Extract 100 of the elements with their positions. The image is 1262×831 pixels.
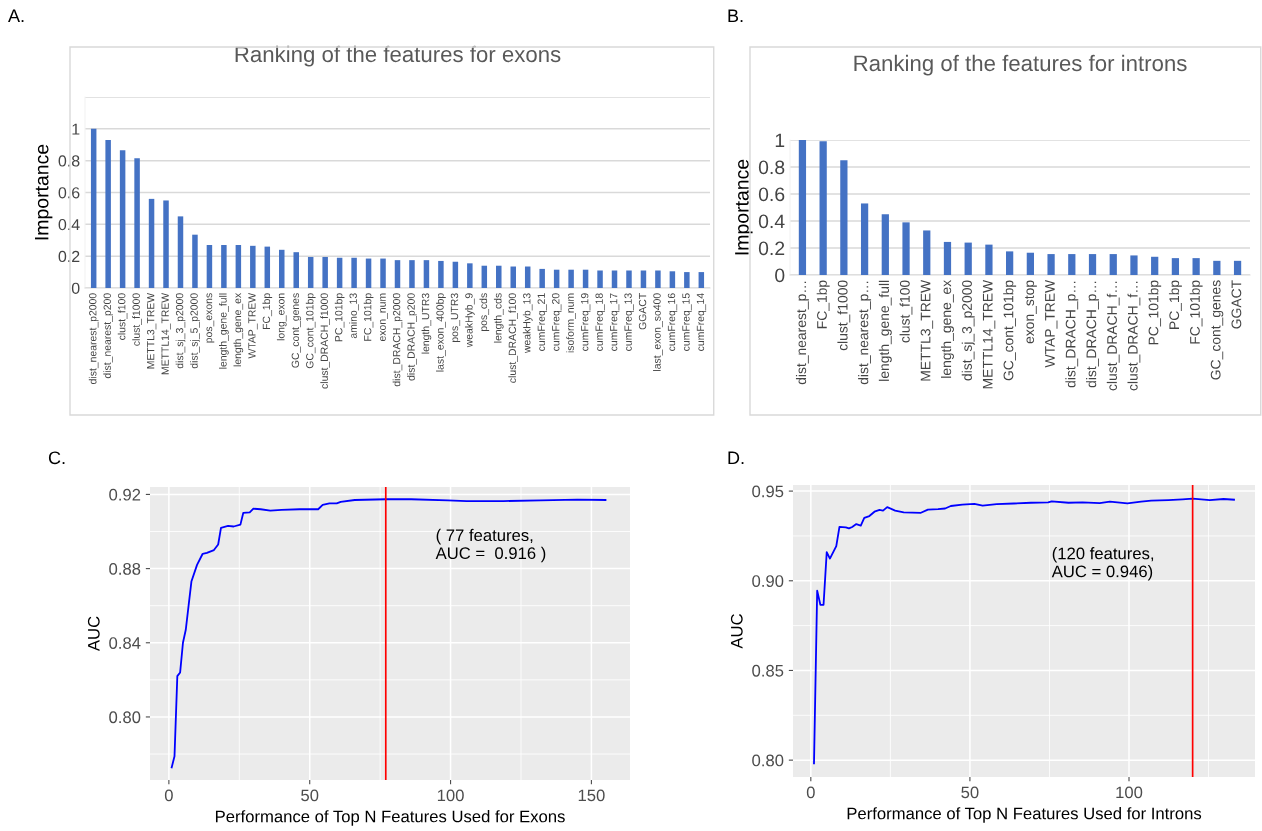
text: C.	[48, 451, 65, 465]
x-tick-label: 100	[1116, 786, 1143, 799]
bar	[539, 268, 545, 288]
bar	[380, 258, 386, 288]
x-tick-label: GC_cont_genes	[291, 293, 302, 368]
x-tick-label: cumFreq_19	[581, 293, 591, 351]
x-tick-label: dist_DRACH_p…	[1065, 281, 1079, 388]
x-tick-label: clust_DRACH_f100	[508, 293, 518, 383]
x-tick-label: exon_stop	[1024, 280, 1037, 344]
x-tick-label: clust_f100	[117, 293, 128, 340]
bar	[923, 230, 931, 275]
bar	[423, 260, 430, 288]
bar	[1151, 256, 1159, 275]
x-tick-label: 100	[437, 789, 464, 802]
x-tick-label: clust_f100	[899, 280, 913, 343]
x-tick-label: clust_DRACH_f…	[1127, 281, 1141, 391]
x-tick-label: length_gene_full	[219, 293, 229, 369]
chart-title: Ranking of the features for introns	[854, 54, 1187, 76]
bar	[819, 141, 827, 275]
y-tick-label: 1	[775, 133, 785, 148]
y-axis-title: Importance	[735, 159, 753, 255]
text: D.	[728, 451, 744, 464]
bar	[235, 245, 242, 288]
bar	[597, 270, 603, 288]
bar	[611, 270, 618, 288]
x-tick-label: WTAP_TREW	[248, 292, 258, 359]
x-tick-label: dist_sj_3_p2000	[961, 280, 975, 381]
x-axis-title: Performance of Top N Features Used for Introns	[847, 807, 1202, 823]
bar	[798, 140, 807, 275]
y-tick-label: 0.2	[758, 241, 785, 256]
x-tick-label: dist_DRACH_p…	[1086, 281, 1099, 388]
bar	[626, 270, 632, 288]
x-tick-label: FC_1bp	[816, 280, 830, 329]
bar	[964, 242, 972, 275]
text: A.	[8, 9, 24, 22]
bar	[1109, 254, 1117, 275]
x-tick-label: PC_101bp	[334, 293, 345, 342]
x-tick-label: weakHyb_13	[522, 293, 533, 354]
bar	[192, 234, 198, 288]
x-tick-label: METTL3_TREW	[146, 292, 157, 369]
bar	[307, 256, 314, 288]
x-tick-label: cumFreq_13	[624, 293, 634, 351]
bar	[985, 244, 993, 275]
y-tick-label: 0.88	[109, 563, 141, 575]
y-tick-label: 0.80	[752, 754, 784, 767]
bar	[279, 249, 285, 288]
x-tick-label: cumFreq_18	[595, 293, 605, 351]
x-tick-label: dist_nearest_p…	[795, 281, 809, 385]
bar	[293, 252, 299, 288]
y-tick-label: 0.8	[58, 155, 80, 167]
x-tick-label: long_exon	[276, 293, 287, 341]
bar	[1192, 258, 1200, 275]
bar	[365, 258, 372, 288]
x-tick-label: pos_exons	[206, 293, 215, 343]
x-tick-label: GC_cont_101bp	[305, 293, 316, 369]
y-tick-label: 0.80	[109, 711, 141, 724]
x-tick-label: dist_nearest_p2000	[88, 293, 99, 384]
bar	[206, 245, 213, 288]
x-tick-label: GC_cont_genes	[1210, 280, 1224, 380]
bar	[322, 256, 328, 288]
x-tick-label: 0	[164, 789, 173, 802]
bar	[1233, 260, 1242, 275]
bar	[1088, 254, 1097, 275]
bar	[119, 150, 126, 288]
x-tick-label: 50	[961, 786, 979, 799]
bar	[1068, 254, 1076, 275]
bar	[134, 158, 140, 288]
x-tick-label: clust_DRACH_f…	[1106, 281, 1120, 391]
x-tick-label: length_cds	[493, 293, 504, 343]
bar	[1130, 255, 1138, 275]
bar	[655, 270, 661, 288]
x-tick-label: 150	[578, 789, 605, 802]
x-tick-label: GC_cont_101bp	[1003, 280, 1017, 381]
bar	[881, 214, 889, 275]
x-tick-label: PC_1bp	[1168, 280, 1182, 329]
bar	[568, 269, 574, 288]
bar	[336, 257, 343, 288]
bar	[669, 271, 676, 288]
bar	[452, 261, 459, 288]
x-tick-label: dist_DRACH_p2000	[392, 293, 403, 387]
x-tick-label: dist_DRACH_p200	[407, 293, 417, 381]
x-tick-label: cumFreq_15	[682, 293, 692, 351]
x-tick-label: FC_101bp	[363, 293, 374, 341]
x-tick-label: dist_nearest_p…	[858, 281, 872, 385]
bar	[394, 260, 401, 288]
x-tick-label: cumFreq_20	[552, 293, 562, 351]
x-tick-label: 50	[301, 789, 319, 802]
y-tick-label: 0.2	[58, 250, 80, 263]
bar	[1213, 260, 1221, 275]
x-tick-label: METTL3_TREW	[920, 279, 934, 381]
x-tick-label: FC_101bp	[1189, 280, 1203, 344]
y-axis-title: AUC	[730, 614, 743, 649]
y-tick-label: 0.84	[109, 637, 141, 649]
y-tick-label: 0.90	[752, 575, 784, 587]
bar	[90, 128, 97, 288]
bar	[467, 263, 473, 288]
x-tick-label: dist_nearest_p200	[103, 293, 113, 379]
y-axis-title: AUC	[87, 616, 100, 652]
x-tick-label: WTAP_TREW	[1045, 279, 1058, 368]
text: B.	[728, 9, 743, 22]
